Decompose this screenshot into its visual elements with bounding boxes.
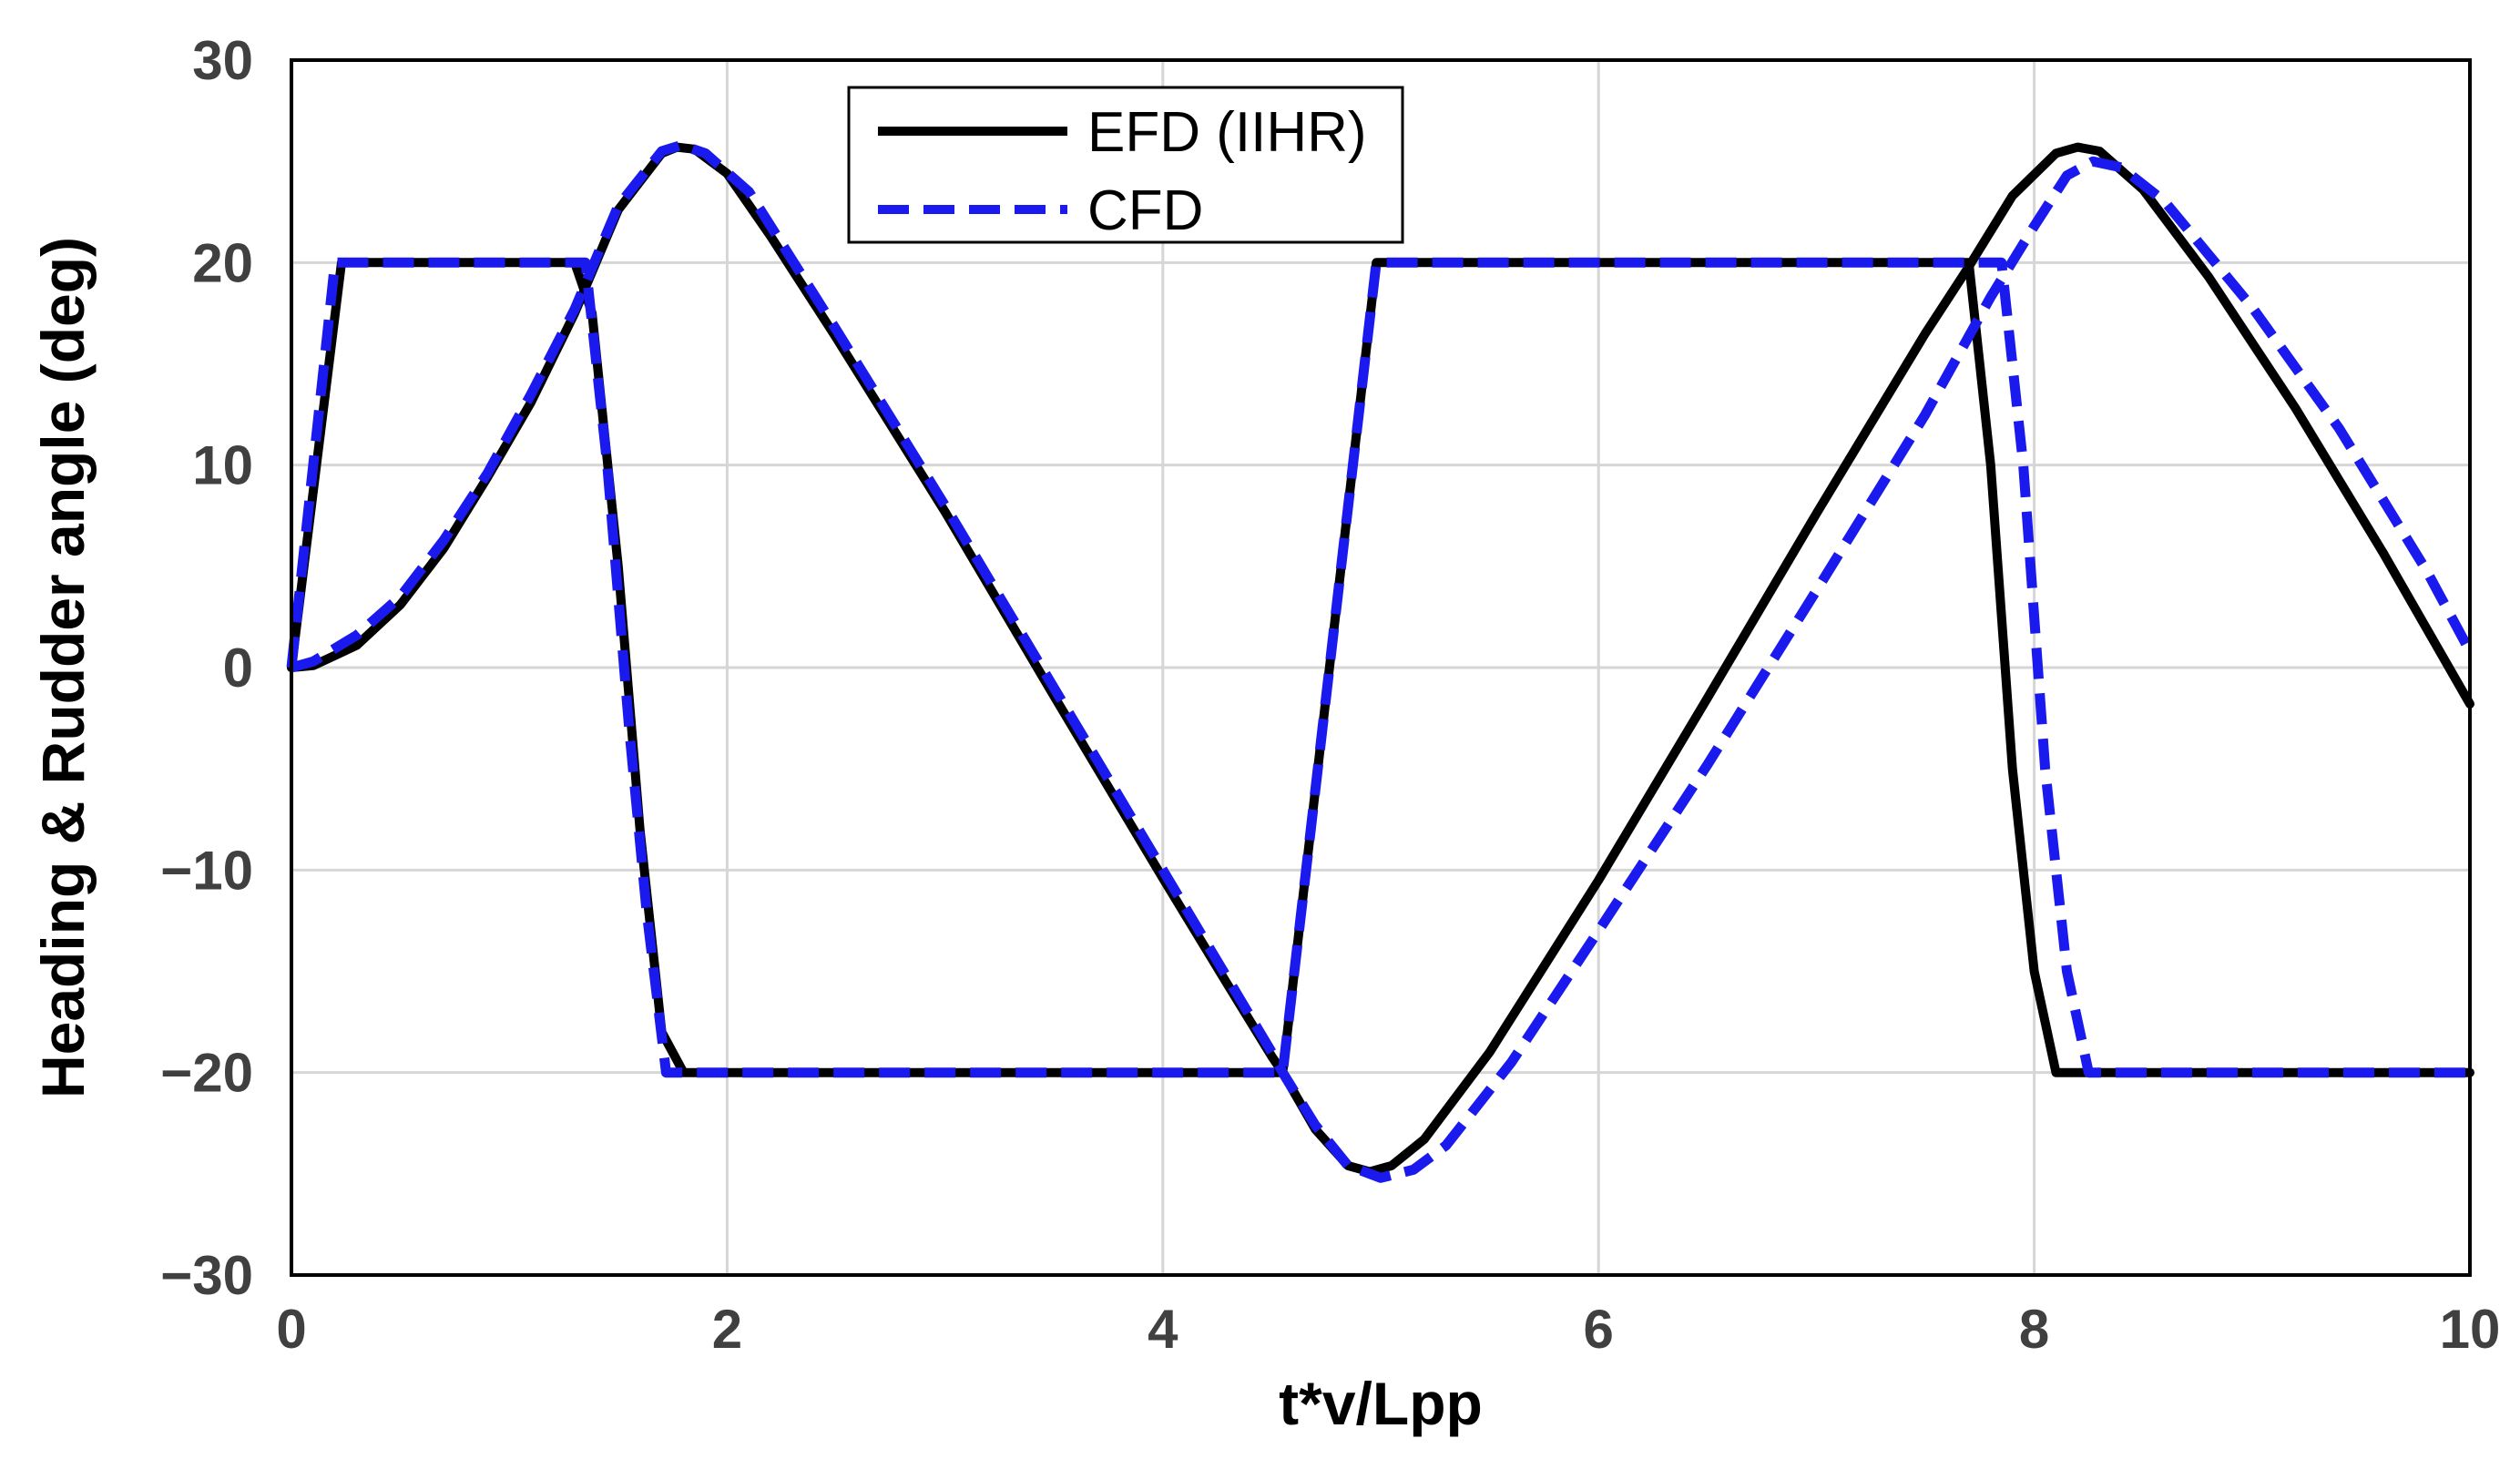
x-axis-title: t*v/Lpp bbox=[1279, 1370, 1483, 1437]
x-tick-label: 6 bbox=[1584, 1299, 1614, 1360]
legend-box bbox=[847, 86, 1404, 244]
legend-label-efd: EFD (IIHR) bbox=[1087, 101, 1367, 164]
tick-labels: 0 2 4 6 8 10 −30 −20 −10 0 10 20 30 bbox=[160, 30, 2500, 1360]
legend: EFD (IIHR) CFD bbox=[847, 86, 1404, 244]
series-layer bbox=[286, 139, 2474, 1183]
x-tick-label: 8 bbox=[2019, 1299, 2049, 1360]
y-tick-label: −20 bbox=[160, 1043, 253, 1104]
y-tick-label: 20 bbox=[192, 232, 253, 293]
y-tick-label: −30 bbox=[160, 1245, 253, 1306]
y-tick-label: 30 bbox=[192, 30, 253, 91]
series-line-cfd-rudder bbox=[286, 257, 2470, 1078]
x-tick-label: 4 bbox=[1148, 1299, 1178, 1360]
plot-area-frame bbox=[290, 58, 2472, 1277]
y-tick-label: −10 bbox=[160, 840, 253, 901]
legend-label-cfd: CFD bbox=[1087, 179, 1203, 242]
y-axis-title: Heading & Rudder angle (deg) bbox=[29, 237, 97, 1098]
y-tick-label: 0 bbox=[223, 638, 253, 699]
y-tick-label: 10 bbox=[192, 435, 253, 496]
x-tick-label: 2 bbox=[712, 1299, 742, 1360]
x-tick-label: 0 bbox=[276, 1299, 306, 1360]
x-tick-label: 10 bbox=[2440, 1299, 2501, 1360]
series-line-cfd-heading bbox=[290, 139, 2474, 1183]
